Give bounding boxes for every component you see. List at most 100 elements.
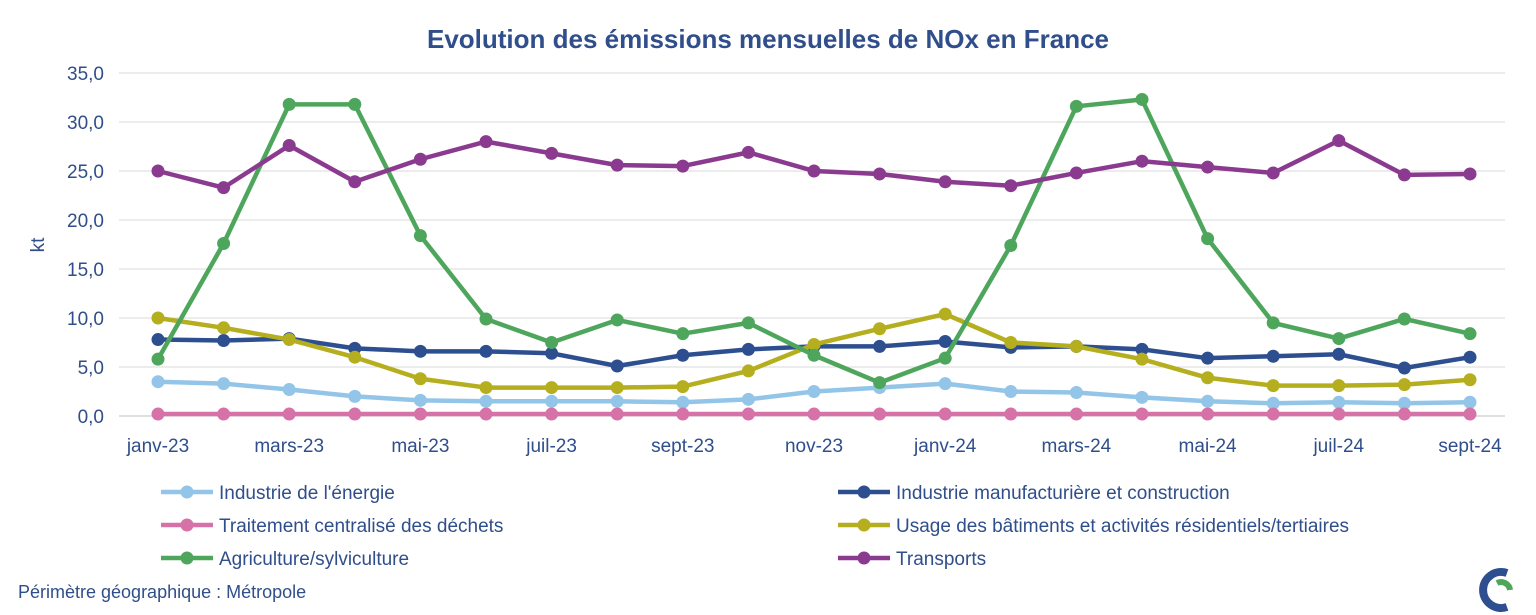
data-point xyxy=(217,407,231,421)
data-point xyxy=(217,321,231,335)
x-tick-label: sept-24 xyxy=(1438,436,1502,457)
series-3 xyxy=(151,307,1477,395)
data-point xyxy=(348,407,362,421)
data-point xyxy=(1463,373,1477,387)
data-point xyxy=(1332,379,1346,393)
data-point xyxy=(348,175,362,189)
footnote: Périmètre géographique : Métropole xyxy=(18,582,306,602)
data-point xyxy=(676,348,690,362)
x-tick-label: sept-23 xyxy=(651,436,714,457)
data-point xyxy=(1135,352,1149,366)
data-point xyxy=(1201,351,1215,365)
x-tick-label: juil-23 xyxy=(525,436,577,457)
grid-lines xyxy=(119,72,1505,417)
legend: Industrie de l'énergie Industrie manufact… xyxy=(161,483,1349,570)
data-point xyxy=(1135,407,1149,421)
data-point xyxy=(1135,154,1149,168)
data-point xyxy=(545,394,559,408)
y-axis-label: kt xyxy=(28,237,49,253)
x-tick-label: janv-23 xyxy=(126,436,189,457)
legend-swatch-marker xyxy=(857,551,871,565)
series-4 xyxy=(151,92,1477,390)
data-point xyxy=(1004,179,1018,193)
data-point xyxy=(1069,339,1083,353)
data-point xyxy=(1397,168,1411,182)
data-point xyxy=(807,385,821,398)
data-point xyxy=(1201,232,1215,246)
data-point xyxy=(676,395,690,409)
data-point xyxy=(545,381,559,395)
y-tick-label: 25,0 xyxy=(67,162,104,183)
data-point xyxy=(151,375,165,389)
data-point xyxy=(1069,385,1083,399)
data-point xyxy=(1201,407,1215,421)
legend-swatch-marker xyxy=(180,518,194,532)
data-point xyxy=(413,344,427,358)
data-point xyxy=(873,407,887,421)
data-point xyxy=(610,381,624,395)
data-point xyxy=(151,352,165,366)
data-point xyxy=(1004,336,1018,349)
data-point xyxy=(938,175,952,189)
legend-label: Agriculture/sylviculture xyxy=(219,549,409,570)
data-point xyxy=(1463,350,1477,364)
data-point xyxy=(873,339,887,353)
data-point xyxy=(1463,395,1477,409)
data-point xyxy=(938,377,952,391)
data-point xyxy=(282,97,296,111)
data-point xyxy=(938,407,952,421)
data-point xyxy=(282,407,296,421)
data-point xyxy=(1397,361,1411,375)
x-tick-label: mai-23 xyxy=(391,436,449,457)
series-0 xyxy=(151,375,1477,410)
legend-label: Industrie manufacturière et construction xyxy=(896,483,1230,504)
series-5 xyxy=(151,134,1477,195)
data-point xyxy=(676,159,690,173)
data-point xyxy=(479,135,493,149)
data-point xyxy=(1266,316,1280,330)
data-point xyxy=(807,164,821,178)
data-point xyxy=(217,237,231,251)
data-point xyxy=(873,376,887,390)
data-point xyxy=(610,158,624,172)
data-point xyxy=(741,364,755,378)
data-point xyxy=(807,407,821,421)
data-point xyxy=(1397,378,1411,392)
legend-item: Traitement centralisé des déchets xyxy=(161,516,503,537)
x-tick-label: mars-24 xyxy=(1042,436,1112,457)
data-point xyxy=(1332,134,1346,148)
data-point xyxy=(807,348,821,362)
data-point xyxy=(1004,238,1018,252)
data-point xyxy=(610,407,624,421)
legend-swatch-marker xyxy=(180,485,194,499)
data-point xyxy=(1004,385,1018,398)
data-point xyxy=(413,407,427,421)
x-tick-label: janv-24 xyxy=(913,436,977,457)
data-point xyxy=(1397,407,1411,421)
data-point xyxy=(282,383,296,397)
data-point xyxy=(1332,332,1346,346)
data-point xyxy=(1463,327,1477,341)
data-point xyxy=(1069,407,1083,421)
data-point xyxy=(545,407,559,421)
data-point xyxy=(1201,394,1215,408)
x-tick-label: mars-23 xyxy=(254,436,324,457)
legend-label: Transports xyxy=(896,549,986,570)
data-point xyxy=(479,312,493,326)
data-point xyxy=(545,336,559,349)
data-point xyxy=(151,311,165,325)
legend-swatch-marker xyxy=(180,551,194,565)
data-point xyxy=(610,359,624,373)
x-tick-label: mai-24 xyxy=(1179,436,1238,457)
y-tick-label: 10,0 xyxy=(67,309,104,330)
data-point xyxy=(1397,396,1411,410)
data-point xyxy=(217,377,231,391)
data-point xyxy=(873,167,887,181)
citepa-logo-icon xyxy=(1479,568,1513,612)
data-point xyxy=(1266,166,1280,180)
data-point xyxy=(676,380,690,394)
legend-swatch-marker xyxy=(857,485,871,499)
data-point xyxy=(741,392,755,406)
data-point xyxy=(151,333,165,347)
